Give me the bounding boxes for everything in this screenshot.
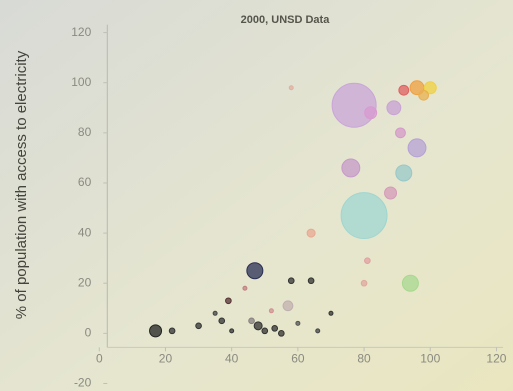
bubble — [402, 275, 418, 291]
x-tick-label: 60 — [291, 352, 305, 366]
bubble — [365, 107, 377, 119]
bubble — [419, 90, 429, 100]
bubble — [385, 187, 397, 199]
bubble — [169, 328, 175, 334]
x-tick-label: 120 — [486, 352, 506, 366]
bubble — [243, 286, 247, 290]
chart: 2000, UNSD Data % of population with acc… — [0, 0, 513, 391]
bubble — [247, 263, 263, 279]
bubble — [396, 128, 406, 138]
bubble — [399, 85, 409, 95]
chart-title: 2000, UNSD Data — [241, 14, 331, 26]
bubble — [316, 329, 320, 333]
bubble — [262, 328, 268, 334]
x-tick-label: 100 — [420, 352, 440, 366]
bubble — [289, 86, 293, 90]
y-axis-label: % of population with access to electrici… — [13, 50, 30, 319]
bubble — [329, 311, 333, 315]
y-tick-label: 40 — [78, 225, 92, 239]
bubble — [308, 278, 314, 284]
y-tick-label: 100 — [71, 75, 91, 89]
x-tick-label: 80 — [357, 352, 371, 366]
bubble — [342, 159, 360, 177]
bubble — [230, 329, 234, 333]
bubble — [219, 318, 225, 324]
x-tick-label: 20 — [159, 352, 173, 366]
x-tick-label: 40 — [225, 352, 239, 366]
bubble — [272, 326, 278, 332]
bubble — [269, 309, 273, 313]
bubble — [196, 323, 202, 329]
bubble — [307, 229, 315, 237]
bubble — [365, 258, 371, 264]
bubble — [254, 322, 262, 330]
bubble — [396, 165, 412, 181]
y-tick-label: 60 — [78, 175, 92, 189]
bubble — [213, 311, 217, 315]
bubble — [249, 318, 255, 324]
y-tick-label: -20 — [74, 376, 92, 390]
bubble — [226, 298, 232, 304]
x-tick-label: 0 — [96, 352, 103, 366]
bubble — [361, 280, 367, 286]
bubble — [296, 321, 300, 325]
bubble — [288, 278, 294, 284]
bubble — [278, 331, 284, 337]
background — [0, 0, 513, 391]
y-tick-label: 0 — [85, 326, 92, 340]
bubble — [283, 301, 293, 311]
bubble — [332, 83, 376, 127]
y-tick-label: 120 — [71, 25, 91, 39]
bubble — [150, 325, 162, 337]
bubble — [341, 193, 387, 239]
bubble — [387, 101, 401, 115]
y-tick-label: 20 — [78, 275, 92, 289]
bubble — [408, 139, 426, 157]
y-tick-label: 80 — [78, 125, 92, 139]
